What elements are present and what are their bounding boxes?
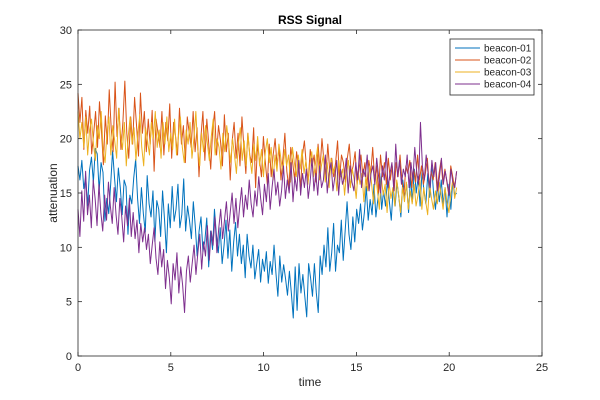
x-tick-label: 0 (75, 362, 81, 374)
legend-label: beacon-03 (484, 68, 532, 79)
x-tick-label: 5 (168, 362, 174, 374)
legend-label: beacon-04 (484, 80, 532, 91)
y-tick-label: 30 (60, 25, 72, 37)
y-axis-label: attenuation (46, 163, 60, 222)
y-tick-label: 25 (60, 79, 72, 91)
legend-label: beacon-01 (484, 44, 532, 55)
chart-title: RSS Signal (278, 13, 342, 27)
series-line-beacon-04 (77, 121, 458, 314)
x-tick-label: 15 (350, 362, 362, 374)
y-tick-label: 20 (60, 134, 72, 146)
x-axis-label: time (299, 375, 322, 389)
legend-label: beacon-02 (484, 56, 532, 67)
series-line-beacon-03 (77, 107, 458, 216)
series-layer (77, 80, 458, 319)
y-tick-label: 0 (66, 351, 72, 363)
x-tick-label: 25 (536, 362, 548, 374)
x-tick-label: 10 (257, 362, 269, 374)
x-axis: 0 5 10 15 20 25 (75, 30, 548, 374)
x-tick-label: 20 (443, 362, 455, 374)
y-tick-label: 5 (66, 297, 72, 309)
y-axis: 0 5 10 15 20 25 30 (60, 25, 542, 363)
y-tick-label: 10 (60, 242, 72, 254)
y-tick-label: 15 (60, 188, 72, 200)
